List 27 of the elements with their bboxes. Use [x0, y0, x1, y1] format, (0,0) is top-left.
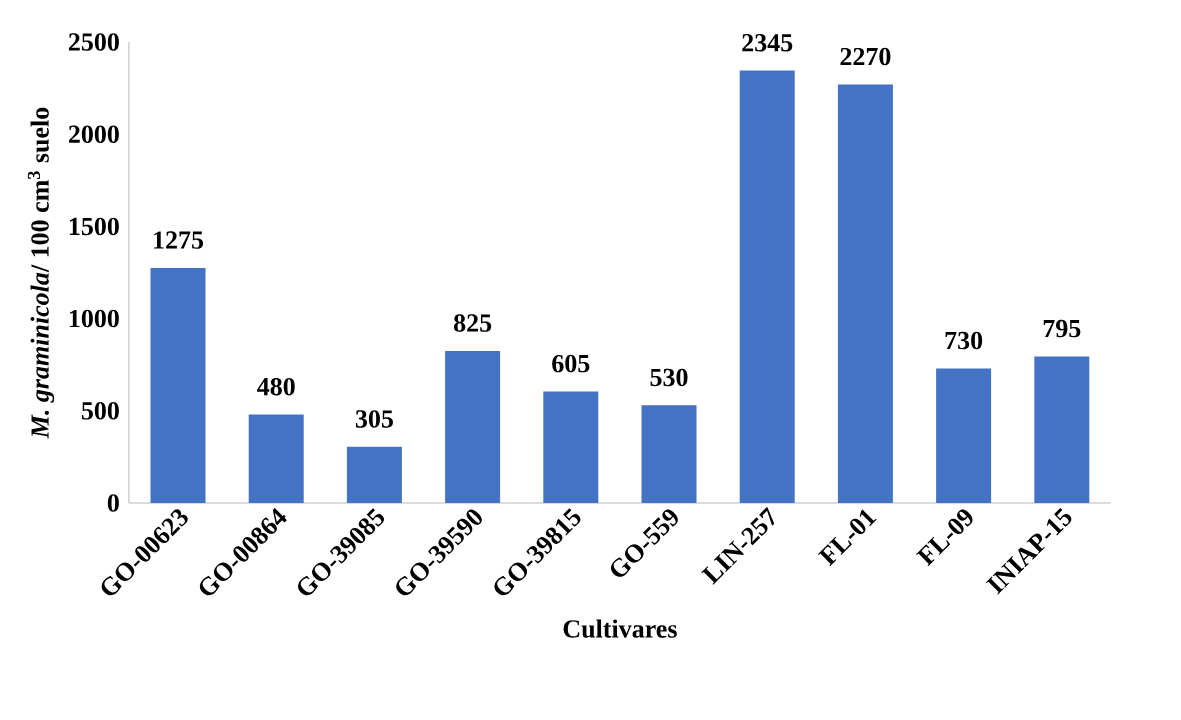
- x-axis-title: Cultivares: [563, 619, 677, 638]
- bar: [1034, 356, 1090, 504]
- data-label: 530: [650, 368, 688, 387]
- bar: [739, 70, 795, 504]
- y-tick-label: 2500: [68, 33, 119, 51]
- bar: [346, 446, 402, 504]
- data-label: 2270: [840, 47, 891, 66]
- y-tick-label: 1000: [69, 309, 119, 328]
- bar: [150, 267, 206, 504]
- bar: [641, 405, 697, 504]
- data-label: 305: [355, 410, 393, 428]
- bar: [248, 414, 304, 504]
- y-tick-label: 1500: [69, 217, 119, 236]
- bar: [936, 368, 992, 504]
- data-label: 1275: [154, 231, 204, 249]
- data-label: 795: [1043, 319, 1081, 338]
- data-label: 480: [257, 377, 295, 396]
- y-axis-title: M. graminicola/ 100 cm$^{3}$ suelo: [27, 107, 55, 439]
- data-label: 730: [945, 331, 983, 350]
- y-tick-label: 2000: [68, 125, 119, 143]
- data-label: 825: [453, 314, 492, 332]
- y-tick-label: 500: [81, 402, 119, 420]
- data-label: 605: [552, 354, 590, 373]
- data-label: 2345: [742, 34, 793, 52]
- bar: [445, 350, 501, 504]
- bar: [543, 391, 599, 504]
- bar: [837, 84, 893, 504]
